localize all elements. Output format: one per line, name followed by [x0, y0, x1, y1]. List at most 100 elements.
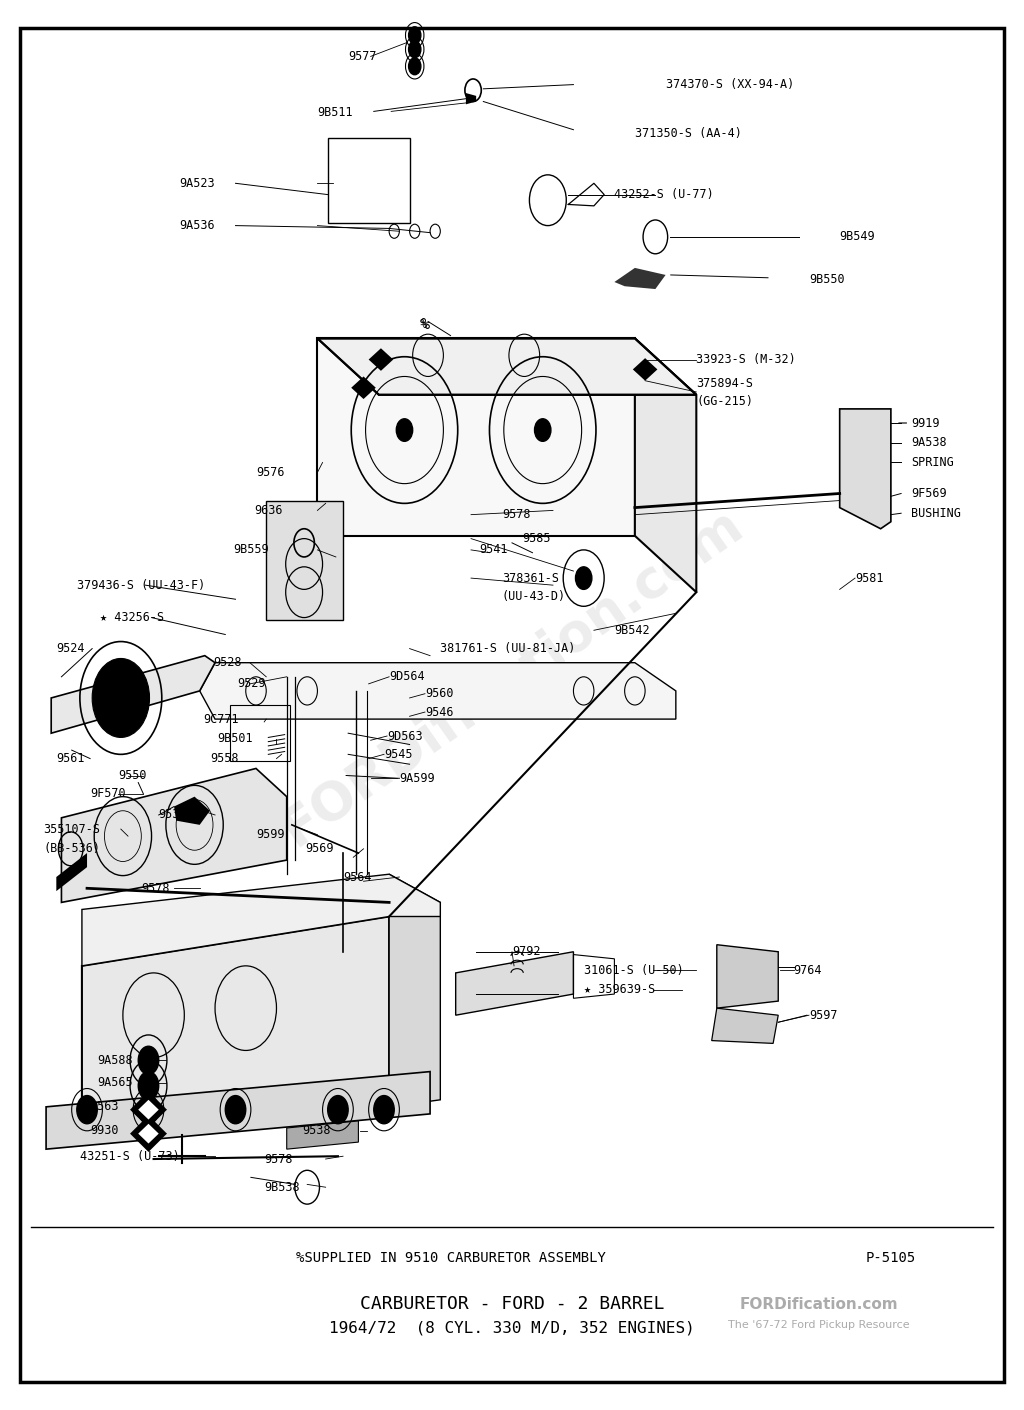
Bar — [266, 501, 343, 620]
Text: 9597: 9597 — [809, 1008, 838, 1022]
Circle shape — [328, 1096, 348, 1124]
Circle shape — [409, 41, 421, 58]
Polygon shape — [82, 916, 389, 1135]
Text: 1964/72  (8 CYL. 330 M/D, 352 ENGINES): 1964/72 (8 CYL. 330 M/D, 352 ENGINES) — [329, 1321, 695, 1335]
Circle shape — [396, 419, 413, 441]
Polygon shape — [712, 1008, 778, 1043]
Polygon shape — [389, 874, 440, 1107]
Polygon shape — [635, 338, 696, 592]
Text: 9577: 9577 — [348, 49, 377, 63]
Text: 9930: 9930 — [90, 1124, 119, 1138]
Text: 33923-S (M-32): 33923-S (M-32) — [696, 352, 796, 367]
Text: 9560: 9560 — [425, 687, 454, 701]
Text: FORDification.com: FORDification.com — [271, 498, 753, 856]
Text: 371350-S (AA-4): 371350-S (AA-4) — [635, 127, 741, 141]
Text: 9563: 9563 — [90, 1100, 119, 1114]
Text: ★ 43256-S: ★ 43256-S — [100, 611, 165, 625]
Text: 378361-S: 378361-S — [502, 571, 559, 585]
Text: 9792: 9792 — [512, 945, 541, 959]
Text: %SUPPLIED IN 9510 CARBURETOR ASSEMBLY: %SUPPLIED IN 9510 CARBURETOR ASSEMBLY — [296, 1251, 605, 1265]
Polygon shape — [56, 853, 87, 891]
Text: 374370-S (XX-94-A): 374370-S (XX-94-A) — [666, 78, 794, 92]
Text: 31061-S (U-50): 31061-S (U-50) — [584, 963, 683, 977]
Polygon shape — [82, 874, 440, 966]
Text: 9A538: 9A538 — [911, 436, 947, 450]
Text: 9599: 9599 — [256, 828, 285, 842]
Text: 9A599: 9A599 — [399, 771, 435, 785]
Text: 43251-S (U-73): 43251-S (U-73) — [80, 1149, 179, 1163]
Polygon shape — [369, 348, 393, 371]
Text: 43252-S (U-77): 43252-S (U-77) — [614, 188, 714, 202]
Polygon shape — [317, 338, 696, 395]
Text: 9B550: 9B550 — [809, 272, 845, 286]
Circle shape — [535, 419, 551, 441]
Text: 355107-S: 355107-S — [43, 822, 100, 836]
Text: 9546: 9546 — [425, 705, 454, 719]
Text: FORDification.com: FORDification.com — [740, 1297, 898, 1311]
Text: 9528: 9528 — [213, 656, 242, 670]
Text: 9529: 9529 — [238, 677, 266, 691]
Text: 9A588: 9A588 — [97, 1053, 133, 1067]
Text: 375894-S: 375894-S — [696, 376, 754, 391]
Text: 9550: 9550 — [118, 768, 146, 783]
Text: 9578: 9578 — [502, 508, 530, 522]
Text: %: % — [420, 317, 427, 331]
Text: 9919: 9919 — [911, 416, 940, 430]
Bar — [328, 138, 410, 223]
Text: 381761-S (UU-81-JA): 381761-S (UU-81-JA) — [440, 642, 575, 656]
Bar — [230, 705, 290, 761]
Text: 9B511: 9B511 — [317, 106, 353, 120]
Text: SPRING: SPRING — [911, 455, 954, 470]
Polygon shape — [138, 1100, 159, 1120]
Polygon shape — [61, 768, 287, 902]
Text: 9A536: 9A536 — [179, 219, 215, 233]
Polygon shape — [614, 268, 666, 289]
Polygon shape — [633, 358, 657, 381]
Text: 9538: 9538 — [302, 1124, 331, 1138]
Text: P-5105: P-5105 — [865, 1251, 916, 1265]
Text: 9B542: 9B542 — [614, 623, 650, 637]
Text: 9561: 9561 — [56, 752, 85, 766]
Text: 9764: 9764 — [794, 963, 822, 977]
Text: 9578: 9578 — [264, 1152, 293, 1166]
Text: 379436-S (UU-43-F): 379436-S (UU-43-F) — [77, 578, 205, 592]
Text: 9524: 9524 — [56, 642, 85, 656]
Text: The '67-72 Ford Pickup Resource: The '67-72 Ford Pickup Resource — [728, 1320, 910, 1331]
Circle shape — [225, 1096, 246, 1124]
Polygon shape — [317, 338, 635, 536]
Polygon shape — [351, 376, 376, 399]
Text: BUSHING: BUSHING — [911, 506, 962, 520]
Polygon shape — [200, 663, 676, 719]
Text: 9578: 9578 — [141, 881, 170, 895]
Polygon shape — [51, 656, 215, 733]
Polygon shape — [174, 797, 210, 825]
Text: %: % — [421, 317, 429, 331]
Circle shape — [138, 1072, 159, 1100]
Text: 9A523: 9A523 — [179, 176, 215, 190]
Polygon shape — [287, 1121, 358, 1149]
Polygon shape — [138, 1124, 159, 1144]
Text: 9A565: 9A565 — [97, 1076, 133, 1090]
Polygon shape — [717, 945, 778, 1008]
Circle shape — [575, 567, 592, 589]
Text: 9569: 9569 — [305, 842, 334, 856]
Text: 9564: 9564 — [343, 870, 372, 884]
Text: 9576: 9576 — [256, 465, 285, 479]
Text: 9D564: 9D564 — [389, 670, 425, 684]
Polygon shape — [130, 1115, 167, 1152]
Text: 9F569: 9F569 — [911, 486, 947, 501]
Circle shape — [374, 1096, 394, 1124]
Text: (BB-536): (BB-536) — [43, 842, 100, 856]
Polygon shape — [456, 952, 573, 1015]
Text: ★ 359639-S: ★ 359639-S — [584, 983, 655, 997]
Polygon shape — [840, 409, 891, 529]
Text: CARBURETOR - FORD - 2 BARREL: CARBURETOR - FORD - 2 BARREL — [359, 1296, 665, 1313]
Text: 9C771: 9C771 — [203, 712, 239, 726]
Text: 9545: 9545 — [384, 747, 413, 761]
Text: 9558: 9558 — [210, 752, 239, 766]
Circle shape — [77, 1096, 97, 1124]
Circle shape — [409, 58, 421, 75]
Circle shape — [92, 658, 150, 737]
Text: (UU-43-D): (UU-43-D) — [502, 589, 566, 603]
Text: 9585: 9585 — [522, 532, 551, 546]
